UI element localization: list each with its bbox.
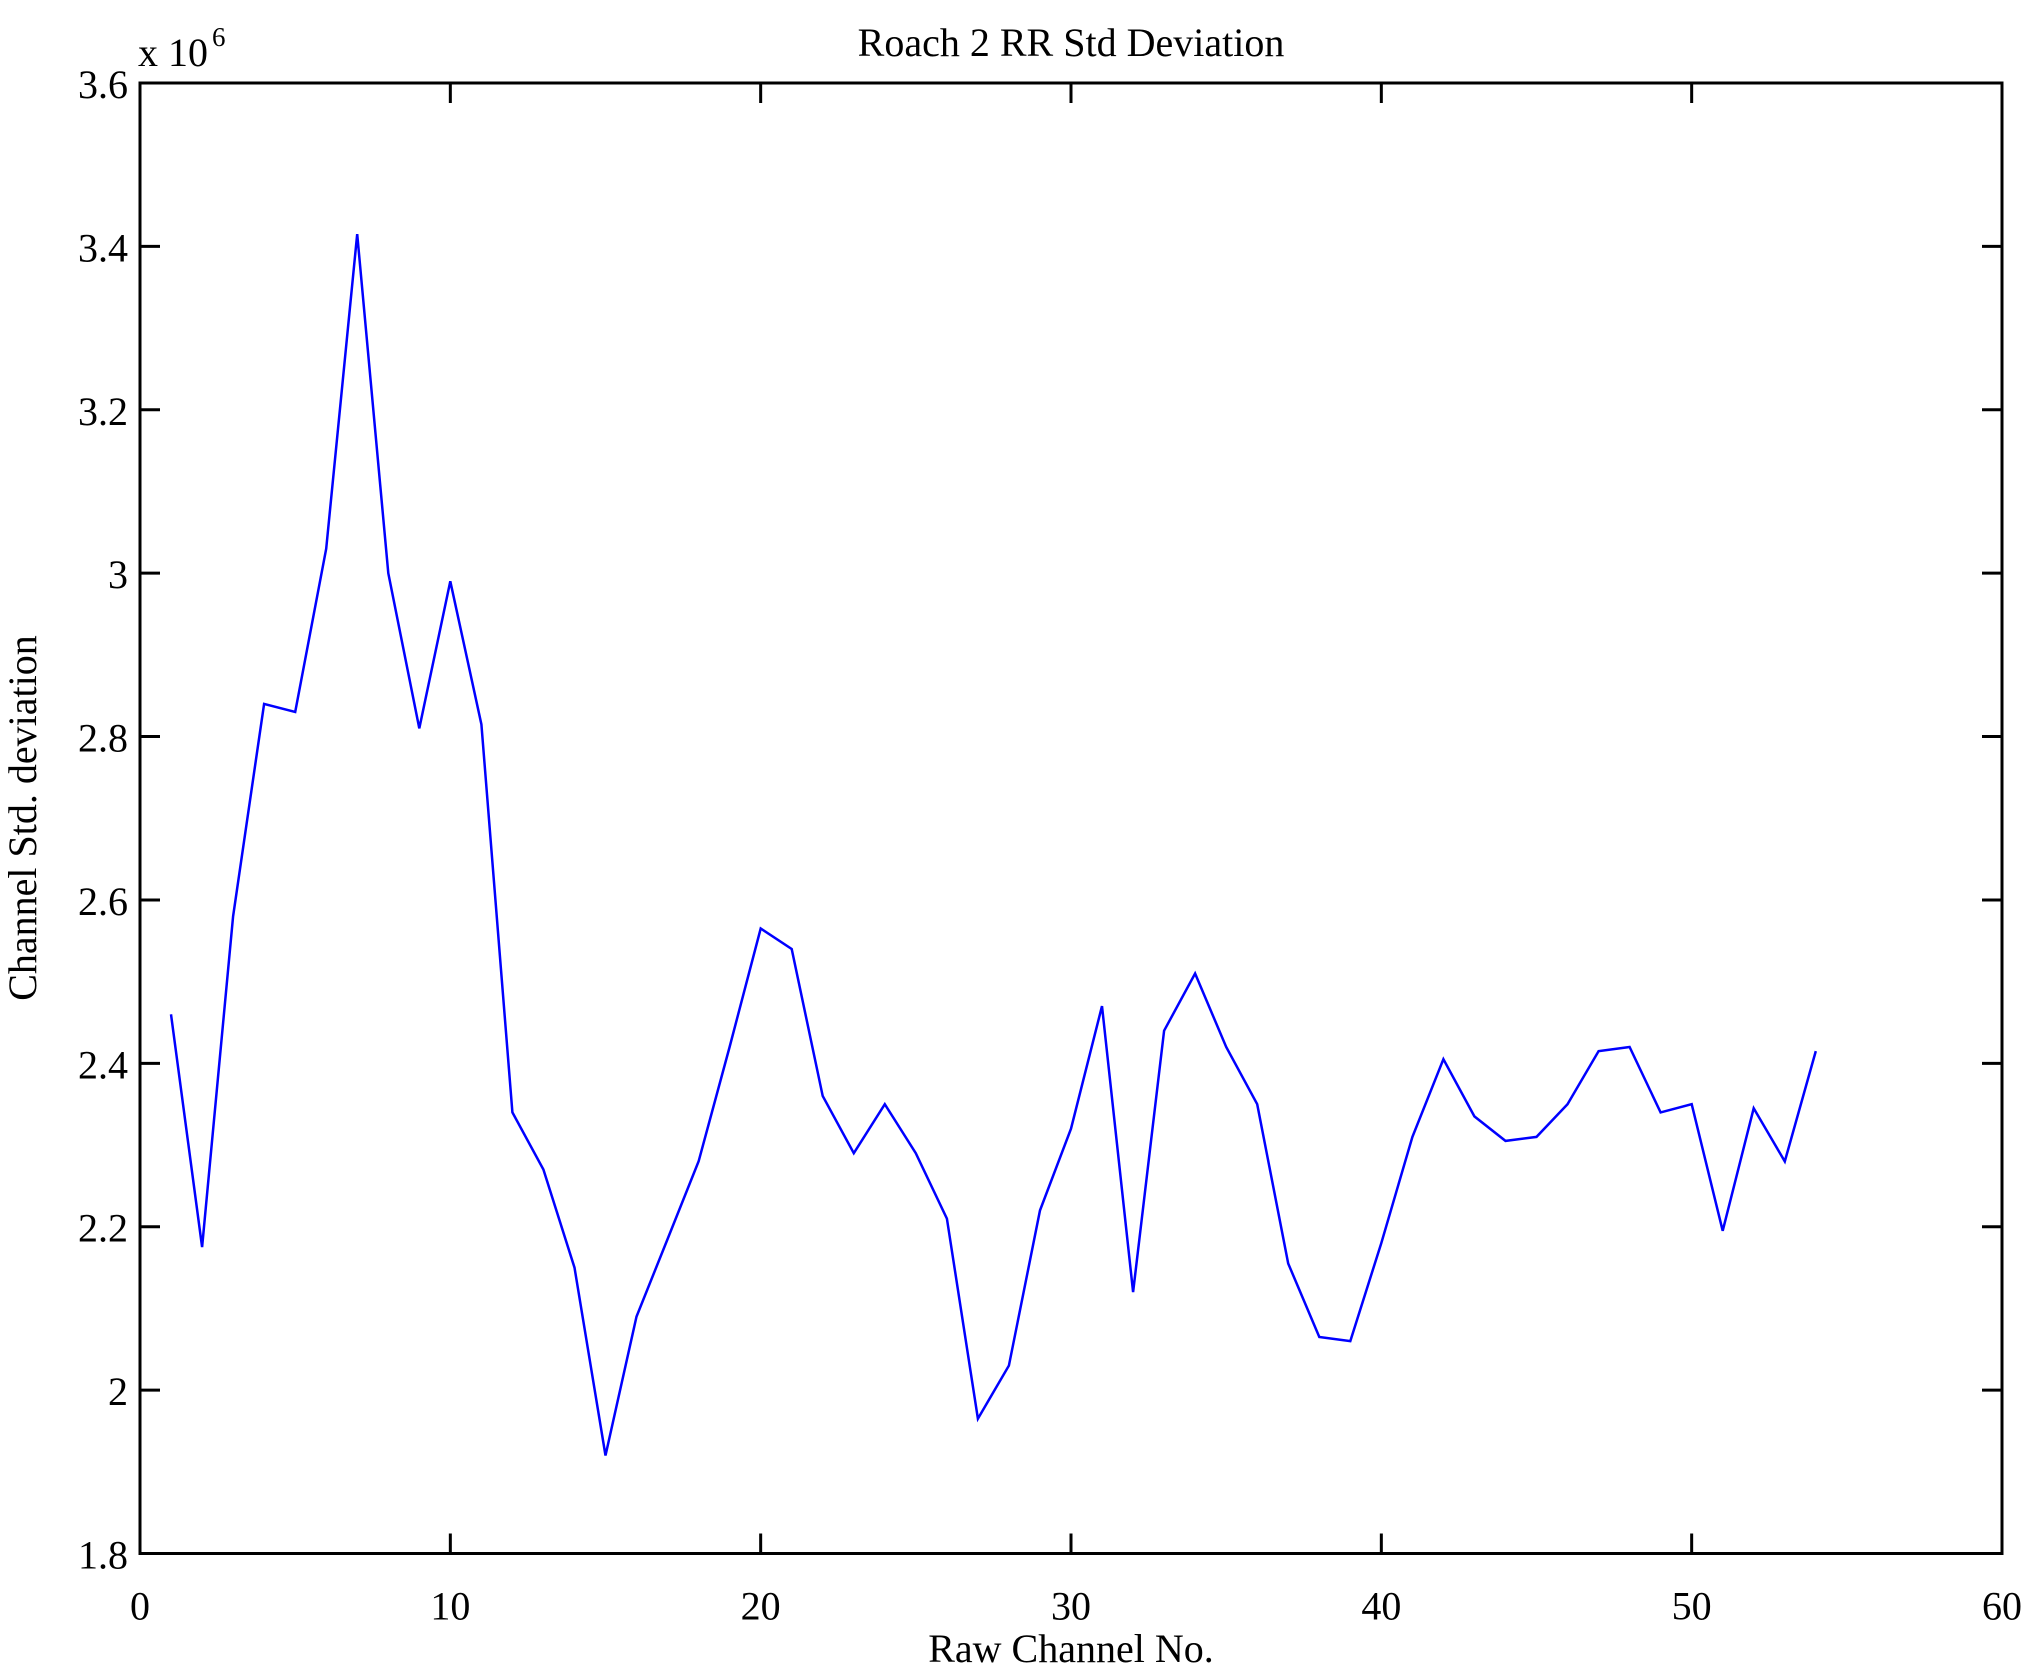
y-tick-label: 3.6 [78, 62, 128, 107]
x-axis-label: Raw Channel No. [928, 1626, 1214, 1671]
y-tick-label: 2.8 [78, 716, 128, 761]
y-axis-tick-labels: 1.8 2 2.2 2.4 2.6 2.8 3 3.2 3.4 3.6 [78, 62, 128, 1578]
x-tick-label: 30 [1051, 1584, 1091, 1629]
y-tick-label: 2.2 [78, 1206, 128, 1251]
y-tick-label: 3.4 [78, 225, 128, 270]
std-deviation-line [169, 233, 1818, 1456]
x-tick-label: 50 [1672, 1584, 1712, 1629]
y-tick-label: 3.2 [78, 389, 128, 434]
y-axis-label: Channel Std. deviation [0, 635, 45, 1001]
x-tick-label: 10 [430, 1584, 470, 1629]
x-tick-label: 0 [130, 1584, 150, 1629]
data-series-group [169, 233, 1818, 1456]
y-tick-label: 1.8 [78, 1533, 128, 1578]
y-tick-label: 2 [108, 1369, 128, 1414]
x-tick-label: 60 [1982, 1584, 2022, 1629]
chart-title: Roach 2 RR Std Deviation [858, 20, 1285, 65]
y-tick-label: 2.6 [78, 879, 128, 924]
plot-area-border [138, 81, 2004, 1555]
x-tick-label: 40 [1361, 1584, 1401, 1629]
x-axis-tick-labels: 0 10 20 30 40 50 60 [130, 1584, 2022, 1629]
y-tick-label: 2.4 [78, 1042, 128, 1087]
y-axis-exponent-prefix: x 10 [138, 30, 208, 75]
y-axis-exponent-label: x 10 6 [138, 22, 226, 75]
x-tick-label: 20 [741, 1584, 781, 1629]
y-axis-exponent-power: 6 [212, 22, 226, 52]
y-tick-label: 3 [108, 552, 128, 597]
axis-tick-marks [138, 81, 2004, 1555]
